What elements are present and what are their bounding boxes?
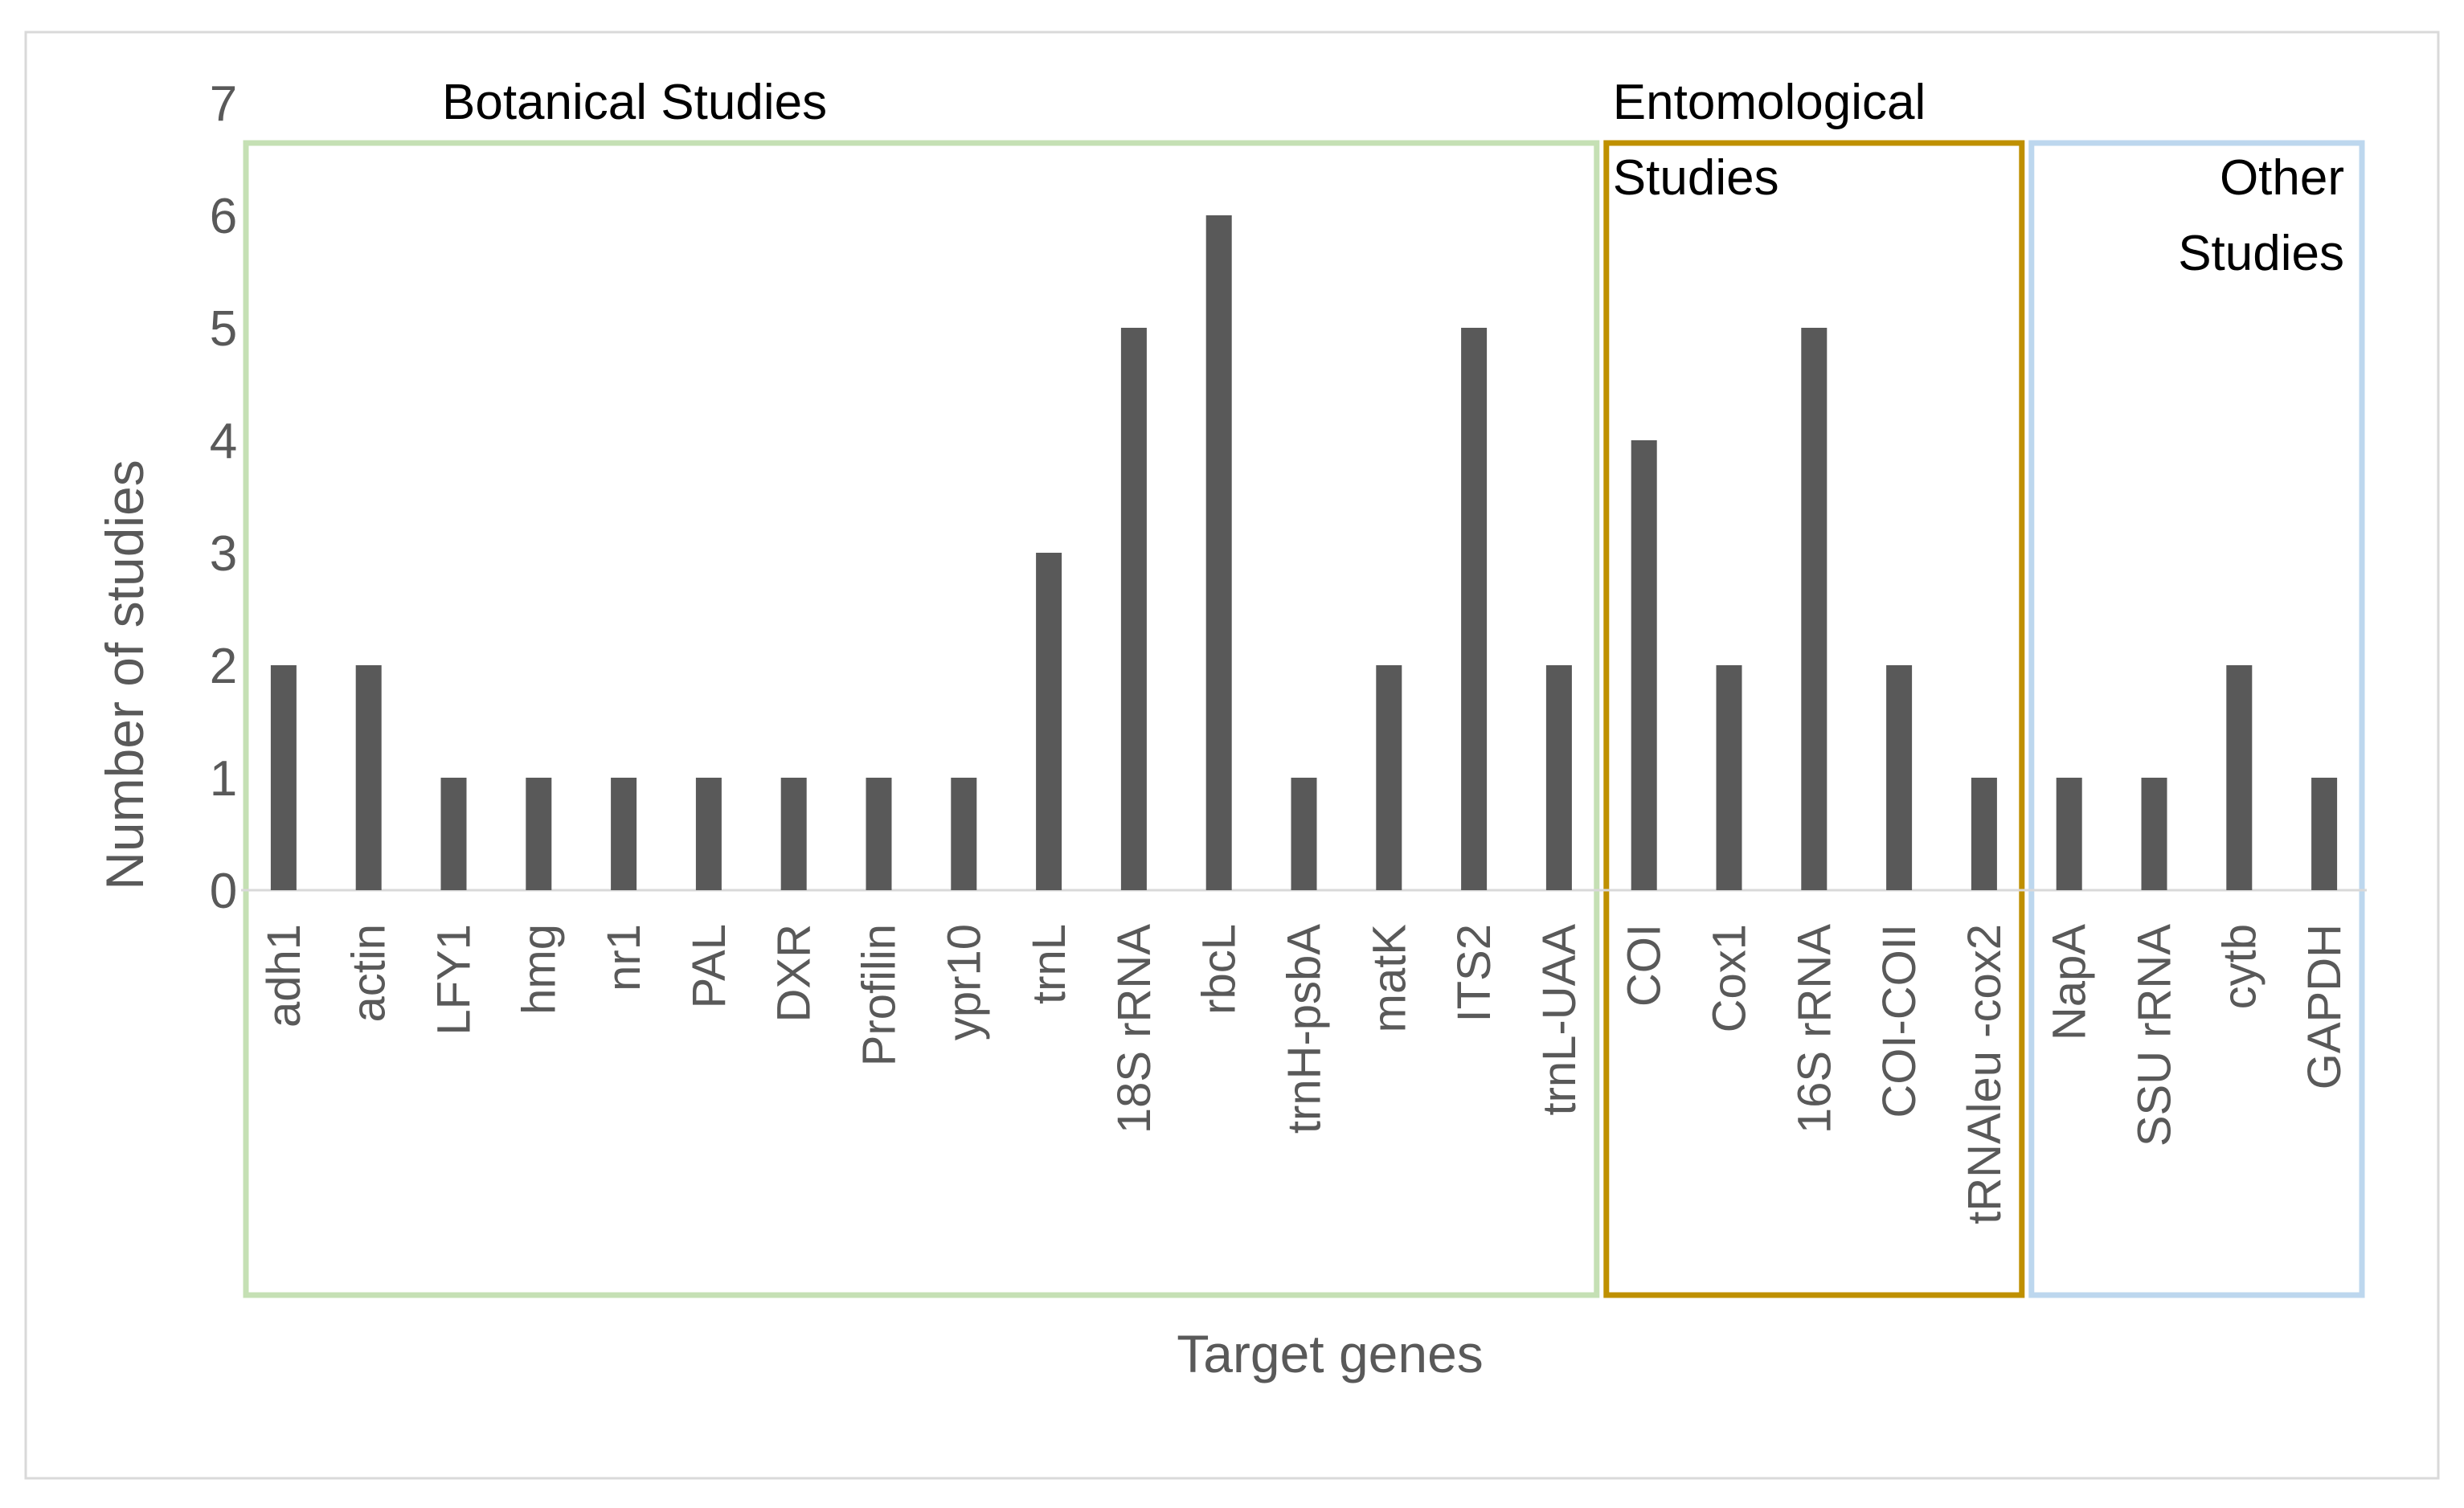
x-tick-label: PAL (683, 924, 735, 1008)
bar-trnaleu-cox2 (1971, 778, 1997, 890)
bar-ssu-rrna (2141, 778, 2167, 890)
x-tick-label: COI (1619, 924, 1671, 1007)
y-tick-label: 1 (210, 751, 237, 807)
group-boxes: Botanical Studies Entomological Studies Oth… (243, 75, 2365, 1298)
bar-trnl (1036, 553, 1062, 890)
bar-16s-rrna (1801, 328, 1828, 890)
x-tick-label: hmg (513, 924, 565, 1015)
x-tick-label: actin (343, 924, 395, 1023)
bar-napa (2056, 778, 2082, 890)
x-tick-label: Profilin (853, 924, 906, 1066)
group-label: Studies (1613, 150, 1779, 206)
bar-trnh-psba (1291, 778, 1317, 890)
x-tick-label: rbcL (1193, 924, 1246, 1015)
x-tick-labels: adh1 actin LFY1 hmg nr1 PAL DXR Profilin ypr10 tr… (258, 924, 2351, 1224)
y-axis-title: Number of studies (95, 460, 154, 890)
bar-cytb (2226, 665, 2253, 890)
bar-profilin (866, 778, 892, 890)
bar-actin (355, 665, 382, 890)
bar-ypr10 (951, 778, 977, 890)
bar-its2 (1461, 328, 1488, 890)
bar-gapdh (2311, 778, 2338, 890)
y-tick-label: 7 (210, 76, 237, 132)
x-tick-label: ITS2 (1448, 924, 1500, 1023)
bar-18s-rrna (1120, 328, 1147, 890)
x-tick-label: NapA (2044, 924, 2096, 1040)
x-tick-label: ypr10 (938, 924, 990, 1040)
x-tick-label: COI-COII (1873, 924, 1926, 1118)
bar-rbcl (1205, 215, 1232, 890)
bar-trnl-uaa (1545, 665, 1572, 890)
x-tick-label: trnL (1023, 924, 1075, 1004)
y-tick-label: 5 (210, 301, 237, 357)
group-box-botanical-studies (243, 140, 1600, 1298)
bar-coi (1631, 440, 1657, 890)
group-box-other-studies (2028, 140, 2365, 1298)
group-label: Botanical Studies (442, 75, 827, 130)
group-label: Studies (2178, 226, 2344, 281)
bar-adh1 (270, 665, 297, 890)
group-label: Entomological (1613, 75, 1926, 130)
y-tick-label: 2 (210, 639, 237, 694)
bar-dxr (780, 778, 807, 890)
x-tick-label: trnH-psbA (1279, 924, 1331, 1134)
chart-frame (24, 31, 2440, 1480)
x-tick-label: matK (1363, 924, 1415, 1033)
bar-matk (1376, 665, 1402, 890)
x-tick-label: LFY1 (428, 924, 481, 1036)
bar-hmg (526, 778, 552, 890)
y-tick-label: 6 (210, 189, 237, 244)
bar-pal (695, 778, 722, 890)
x-tick-label: SSU rRNA (2129, 924, 2181, 1146)
x-tick-label: DXR (768, 924, 821, 1022)
x-tick-label: cytb (2213, 924, 2265, 1009)
y-axis: 0 1 2 3 4 5 6 7 (210, 76, 237, 919)
bar-cox1 (1716, 665, 1742, 890)
x-tick-label: trnL-UAA (1533, 924, 1586, 1116)
x-tick-label: nr1 (598, 924, 650, 991)
y-tick-label: 4 (210, 414, 237, 469)
y-tick-label: 3 (210, 526, 237, 582)
bar-lfy1 (440, 778, 467, 890)
x-tick-label: 16S rRNA (1788, 924, 1840, 1134)
x-axis-title: Target genes (1177, 1324, 1484, 1383)
x-tick-label: 18S rRNA (1108, 924, 1160, 1134)
x-tick-label: tRNAleu -cox2 (1959, 924, 2011, 1224)
bars (270, 215, 2338, 890)
y-tick-label: 0 (210, 864, 237, 919)
group-box-entomological-studies (1603, 140, 2025, 1298)
bar-nr1 (611, 778, 637, 890)
x-tick-label: GAPDH (2298, 924, 2351, 1089)
group-label: Other (2220, 150, 2344, 206)
x-tick-label: Cox1 (1704, 924, 1756, 1032)
bar-coi-coii (1886, 665, 1913, 890)
x-tick-label: adh1 (258, 924, 310, 1028)
